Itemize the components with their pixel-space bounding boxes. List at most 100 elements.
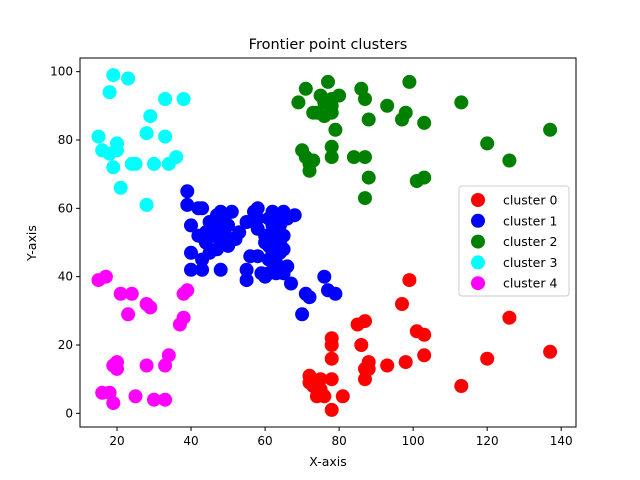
data-point-cluster-1 <box>232 225 247 240</box>
data-point-cluster-4 <box>176 310 191 325</box>
data-point-cluster-1 <box>328 286 343 301</box>
data-point-cluster-0 <box>324 372 339 387</box>
x-tick-label: 40 <box>183 434 198 448</box>
data-point-cluster-1 <box>180 184 195 199</box>
data-point-cluster-1 <box>295 307 310 322</box>
data-point-cluster-2 <box>361 170 376 185</box>
y-tick-label: 20 <box>58 338 73 352</box>
x-tick-label: 60 <box>257 434 272 448</box>
data-point-cluster-2 <box>502 153 517 168</box>
legend-marker-cluster-2 <box>471 234 485 249</box>
y-tick-label: 40 <box>58 270 73 284</box>
data-point-cluster-1 <box>184 262 198 277</box>
data-point-cluster-3 <box>106 160 121 175</box>
data-point-cluster-0 <box>358 314 372 329</box>
data-point-cluster-1 <box>284 276 298 291</box>
data-point-cluster-3 <box>121 71 136 86</box>
data-point-cluster-2 <box>480 136 495 151</box>
data-point-cluster-1 <box>250 201 265 216</box>
data-point-cluster-0 <box>380 358 395 373</box>
data-point-cluster-2 <box>358 191 372 206</box>
data-point-cluster-2 <box>402 74 417 89</box>
x-axis-ticks: 20 40 60 80 100 120 140 <box>109 427 573 448</box>
data-point-cluster-2 <box>417 115 432 130</box>
data-point-cluster-3 <box>139 126 154 141</box>
data-point-cluster-3 <box>147 156 161 171</box>
y-tick-label: 100 <box>50 65 73 79</box>
data-point-cluster-2 <box>380 98 395 113</box>
y-axis-ticks: 0 20 40 60 80 100 <box>50 65 80 420</box>
legend-label-cluster-0: cluster 0 <box>503 193 557 208</box>
data-point-cluster-2 <box>361 112 376 127</box>
data-point-cluster-0 <box>480 351 495 366</box>
data-point-cluster-3 <box>143 109 158 124</box>
data-point-cluster-1 <box>184 245 198 260</box>
legend-label-cluster-2: cluster 2 <box>503 234 557 249</box>
data-point-cluster-4 <box>106 396 121 411</box>
data-point-cluster-1 <box>224 204 239 219</box>
data-point-cluster-2 <box>321 74 335 89</box>
data-point-cluster-0 <box>543 344 558 359</box>
data-point-cluster-1 <box>276 228 291 243</box>
data-point-cluster-0 <box>402 273 417 288</box>
data-point-cluster-3 <box>176 92 191 106</box>
data-point-cluster-4 <box>128 389 143 404</box>
data-point-cluster-1 <box>250 249 265 264</box>
legend-marker-cluster-3 <box>471 255 485 270</box>
data-point-cluster-4 <box>161 348 176 363</box>
legend-marker-cluster-4 <box>471 276 485 291</box>
data-point-cluster-3 <box>106 68 121 83</box>
x-tick-label: 80 <box>331 434 346 448</box>
data-point-cluster-0 <box>502 310 517 325</box>
data-point-cluster-3 <box>169 150 184 165</box>
data-point-cluster-1 <box>302 290 317 305</box>
data-point-cluster-0 <box>417 348 432 363</box>
data-point-cluster-3 <box>102 85 117 100</box>
data-point-cluster-4 <box>139 358 154 373</box>
data-point-cluster-4 <box>124 286 139 301</box>
data-point-cluster-4 <box>113 286 128 301</box>
points-layer <box>91 68 558 417</box>
data-point-cluster-1 <box>184 218 198 233</box>
legend-box <box>458 185 570 297</box>
data-point-cluster-1 <box>276 242 291 257</box>
data-point-cluster-2 <box>398 105 413 120</box>
data-point-cluster-2 <box>324 139 339 154</box>
data-point-cluster-1 <box>239 262 254 277</box>
chart-title: Frontier point clusters <box>249 37 408 53</box>
data-point-cluster-4 <box>98 269 113 284</box>
data-point-cluster-2 <box>358 92 372 106</box>
data-point-cluster-2 <box>454 95 469 110</box>
x-tick-label: 120 <box>476 434 499 448</box>
data-point-cluster-2 <box>358 150 372 165</box>
data-point-cluster-4 <box>121 307 136 322</box>
data-point-cluster-0 <box>335 389 350 404</box>
data-point-cluster-2 <box>332 88 347 103</box>
data-point-cluster-3 <box>128 156 143 171</box>
data-point-cluster-0 <box>361 361 376 376</box>
data-point-cluster-0 <box>324 402 339 417</box>
data-point-cluster-4 <box>180 283 195 298</box>
data-point-cluster-1 <box>221 218 236 233</box>
data-point-cluster-0 <box>417 327 432 342</box>
data-point-cluster-3 <box>158 92 173 106</box>
data-point-cluster-2 <box>306 153 321 168</box>
data-point-cluster-2 <box>324 150 339 165</box>
data-point-cluster-4 <box>143 300 158 315</box>
data-point-cluster-1 <box>280 259 295 274</box>
legend-label-cluster-1: cluster 1 <box>503 213 557 228</box>
data-point-cluster-4 <box>158 392 173 407</box>
data-point-cluster-2 <box>543 122 558 137</box>
data-point-cluster-3 <box>139 197 154 212</box>
data-point-cluster-1 <box>213 262 228 277</box>
data-point-cluster-0 <box>324 351 339 366</box>
legend: cluster 0 cluster 1 cluster 2 cluster 3 clus… <box>458 185 570 297</box>
data-point-cluster-1 <box>195 201 210 216</box>
data-point-cluster-1 <box>180 197 195 212</box>
x-tick-label: 100 <box>402 434 425 448</box>
plot-frame <box>79 57 577 428</box>
y-tick-label: 0 <box>65 406 73 420</box>
data-point-cluster-1 <box>195 262 210 277</box>
data-point-cluster-1 <box>239 273 254 288</box>
